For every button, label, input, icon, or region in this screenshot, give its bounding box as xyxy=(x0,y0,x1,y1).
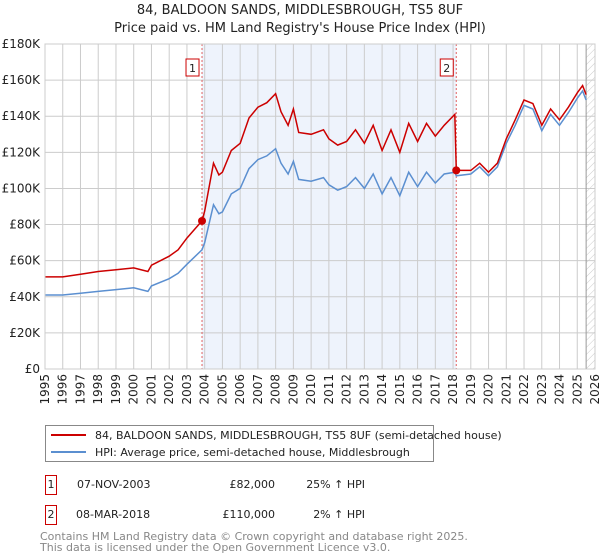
x-tick-label: 2010 xyxy=(304,374,318,405)
x-tick-label: 2011 xyxy=(322,374,336,405)
sale-badge-label: 2 xyxy=(443,62,450,75)
x-tick-label: 2024 xyxy=(553,374,567,405)
y-tick-label: £180K xyxy=(2,37,42,51)
y-tick-label: £80K xyxy=(9,218,41,232)
footer: Contains HM Land Registry data © Crown c… xyxy=(40,531,468,553)
sale-row-2: 2 08-MAR-2018 £110,000 2% ↑ HPI xyxy=(45,505,445,525)
x-tick-label: 2025 xyxy=(570,374,584,405)
x-tick-label: 2026 xyxy=(588,374,600,405)
y-tick-label: £120K xyxy=(2,145,42,159)
sale-date: 07-NOV-2003 xyxy=(77,478,151,491)
x-tick-label: 2021 xyxy=(499,374,513,405)
sale-badge-label: 1 xyxy=(189,62,196,75)
x-tick-label: 2020 xyxy=(482,374,496,405)
chart-subtitle: Price paid vs. HM Land Registry's House … xyxy=(114,21,486,36)
legend-swatch-price xyxy=(51,434,86,436)
x-tick-label: 2012 xyxy=(340,374,354,405)
x-tick-label: 1995 xyxy=(38,374,52,405)
future-hatch xyxy=(586,44,595,369)
x-tick-label: 2005 xyxy=(215,374,229,405)
x-tick-label: 2002 xyxy=(162,374,176,405)
series-line-price xyxy=(45,83,587,278)
x-tick-label: 2003 xyxy=(180,374,194,405)
x-tick-label: 2013 xyxy=(357,374,371,405)
footer-licence: This data is licensed under the Open Gov… xyxy=(40,541,391,554)
chart-plot: 1995 1996 1997 1998 1999 2000 2001 2002 2003 2004… xyxy=(2,37,600,405)
x-tick-label: 2004 xyxy=(198,374,212,405)
x-tick-label: 2009 xyxy=(286,374,300,405)
chart-title: 84, BALDOON SANDS, MIDDLESBROUGH, TS5 8U… xyxy=(136,3,464,18)
y-tick-label: £0 xyxy=(25,362,40,376)
legend-item-hpi: HPI: Average price, semi-detached house,… xyxy=(46,444,410,460)
x-tick-label: 1997 xyxy=(73,374,87,405)
y-tick-label: £60K xyxy=(9,254,41,268)
x-tick-label: 2019 xyxy=(464,374,478,405)
plot-border xyxy=(44,43,596,370)
sale-hpi-change: 25% ↑ HPI xyxy=(306,478,365,491)
y-tick-label: £160K xyxy=(2,73,42,87)
legend-swatch-hpi xyxy=(51,451,86,453)
x-tick-label: 2014 xyxy=(375,374,389,405)
y-tick-label: £140K xyxy=(2,109,42,123)
x-tick-label: 1996 xyxy=(56,374,70,405)
sale-point xyxy=(452,166,461,175)
sale-row-1: 1 07-NOV-2003 £82,000 25% ↑ HPI xyxy=(45,475,445,495)
x-tick-label: 2016 xyxy=(411,374,425,405)
x-tick-label: 2008 xyxy=(269,374,283,405)
sale-price: £82,000 xyxy=(229,478,276,491)
legend-label-price: 84, BALDOON SANDS, MIDDLESBROUGH, TS5 8U… xyxy=(95,428,502,442)
x-tick-label: 2023 xyxy=(535,374,549,405)
sale-date: 08-MAR-2018 xyxy=(76,508,151,521)
sale-badge: 2 xyxy=(45,505,57,525)
x-tick-label: 2017 xyxy=(428,374,442,405)
x-tick-label: 2018 xyxy=(446,374,460,405)
x-tick-label: 1999 xyxy=(109,374,123,405)
sale-badge: 1 xyxy=(45,475,57,495)
y-tick-label: £40K xyxy=(9,290,41,304)
series-line-hpi xyxy=(45,89,587,296)
sale-price: £110,000 xyxy=(222,508,276,521)
x-tick-label: 2007 xyxy=(251,374,265,405)
legend-item-price: 84, BALDOON SANDS, MIDDLESBROUGH, TS5 8U… xyxy=(46,427,502,443)
y-tick-label: £20K xyxy=(9,326,41,340)
sale-badge-box xyxy=(185,58,200,77)
x-tick-label: 2000 xyxy=(127,374,141,405)
x-tick-label: 2001 xyxy=(144,374,158,405)
x-tick-label: 1998 xyxy=(91,374,105,405)
sale-badge-box xyxy=(439,58,454,77)
legend: 84, BALDOON SANDS, MIDDLESBROUGH, TS5 8U… xyxy=(45,425,502,462)
x-tick-label: 2022 xyxy=(517,374,531,405)
footer-copyright: Contains HM Land Registry data © Crown c… xyxy=(40,530,468,543)
x-tick-label: 2006 xyxy=(233,374,247,405)
sale-point xyxy=(198,216,207,225)
y-tick-label: £100K xyxy=(2,181,42,195)
legend-label-hpi: HPI: Average price, semi-detached house,… xyxy=(95,445,410,459)
sale-hpi-change: 2% ↑ HPI xyxy=(313,508,365,521)
x-tick-label: 2015 xyxy=(393,374,407,405)
